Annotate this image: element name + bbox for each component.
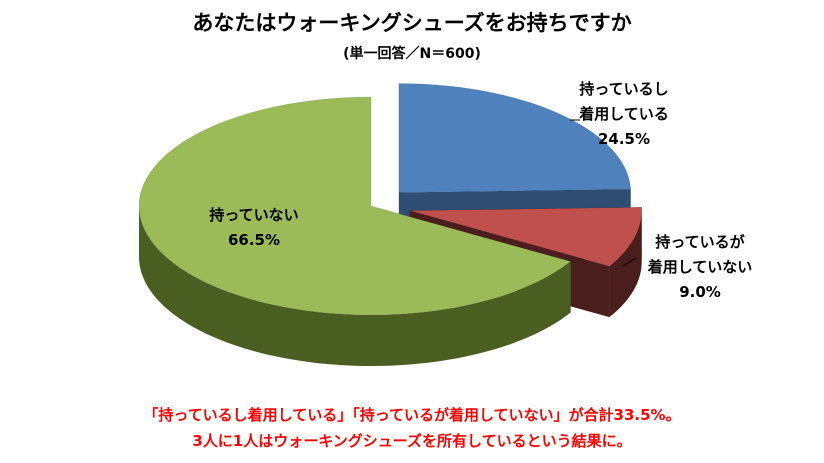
data-label-value-0: 24.5% xyxy=(598,130,650,148)
summary-note-line-2: 3人に1人はウォーキングシューズを所有しているという結果に。 xyxy=(192,432,631,450)
pie-slice-0 xyxy=(398,83,632,193)
data-label-category-1: 着用していない xyxy=(647,258,753,276)
data-labels: 持っているし着用している 24.5% 持っているが着用していない 9.0% 持っていない… xyxy=(209,80,752,301)
pie-slice-1 xyxy=(409,206,643,267)
pie-tops xyxy=(138,83,643,316)
chart-title: あなたはウォーキングシューズをお持ちですか xyxy=(192,11,631,35)
summary-note-line-1: 「持っているし着用している」「持っているが着用していない」が合計33.5%。 xyxy=(143,406,680,424)
data-label-category-0: 持っているし xyxy=(579,80,668,98)
data-label-category-1: 持っているが xyxy=(655,233,745,251)
data-label-0: 持っているし着用している 24.5% xyxy=(578,80,669,148)
data-label-2: 持っていない 66.5% xyxy=(209,206,298,249)
leader-line-1 xyxy=(622,257,637,267)
data-label-1: 持っているが着用していない 9.0% xyxy=(647,233,753,301)
data-label-category-2: 持っていない xyxy=(209,206,298,224)
data-label-category-0: 着用している xyxy=(578,105,669,123)
pie-slice-2 xyxy=(138,96,572,316)
pie-side-2 xyxy=(139,206,571,366)
data-label-value-2: 66.5% xyxy=(228,231,280,249)
data-label-value-1: 9.0% xyxy=(679,283,721,301)
chart-subtitle: (単一回答／N＝600) xyxy=(343,45,481,62)
leader-lines xyxy=(570,119,637,267)
